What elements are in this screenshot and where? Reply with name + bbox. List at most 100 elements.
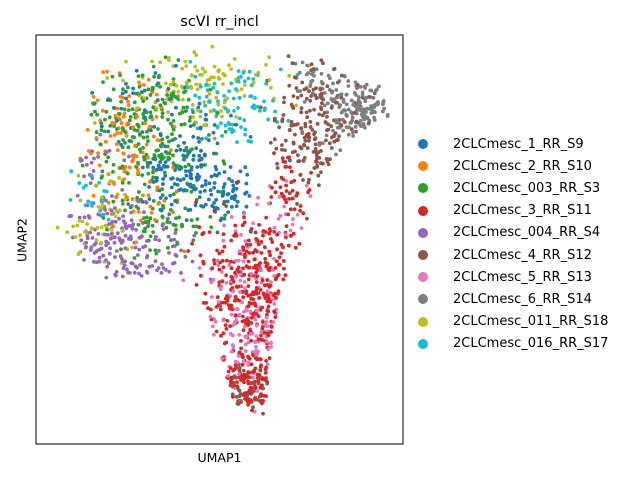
scatter-point: [229, 312, 234, 317]
scatter-point: [244, 307, 249, 311]
scatter-point: [247, 194, 252, 198]
scatter-point: [106, 261, 111, 266]
scatter-point: [115, 118, 119, 123]
scatter-point: [284, 189, 289, 193]
scatter-point: [89, 160, 94, 165]
scatter-point: [121, 259, 125, 264]
scatter-point: [230, 343, 235, 347]
scatter-point: [207, 92, 212, 96]
scatter-point: [146, 77, 151, 82]
scatter-point: [256, 291, 261, 295]
scatter-point: [266, 333, 271, 338]
scatter-point: [161, 227, 166, 232]
scatter-point: [145, 164, 150, 169]
scatter-point: [272, 302, 277, 306]
scatter-point: [262, 293, 266, 297]
scatter-point: [336, 138, 340, 142]
scatter-point: [341, 128, 345, 133]
scatter-point: [140, 130, 145, 135]
scatter-point: [162, 100, 167, 105]
scatter-point: [216, 263, 221, 268]
scatter-point: [296, 122, 300, 126]
scatter-point: [352, 111, 357, 115]
scatter-point: [141, 111, 146, 116]
scatter-point: [140, 234, 144, 239]
scatter-point: [124, 81, 128, 86]
scatter-point: [102, 129, 107, 134]
scatter-point: [304, 183, 309, 188]
scatter-point: [258, 108, 262, 113]
scatter-point: [203, 69, 208, 74]
scatter-point: [243, 342, 248, 347]
scatter-point: [180, 66, 185, 71]
scatter-point: [192, 233, 197, 238]
scatter-point: [270, 185, 274, 190]
scatter-point: [298, 173, 303, 177]
scatter-point: [237, 312, 242, 317]
scatter-point: [178, 178, 183, 183]
scatter-point: [137, 190, 141, 194]
scatter-point: [260, 320, 265, 324]
scatter-point: [203, 202, 208, 207]
scatter-point: [248, 242, 253, 247]
scatter-point: [319, 58, 324, 63]
scatter-point: [236, 69, 241, 73]
scatter-point: [233, 294, 238, 299]
scatter-point: [99, 128, 104, 133]
scatter-point: [319, 71, 324, 76]
scatter-point: [246, 284, 251, 288]
scatter-point: [281, 259, 286, 263]
scatter-point: [361, 108, 366, 112]
scatter-point: [200, 137, 204, 141]
scatter-point: [265, 283, 270, 287]
scatter-point: [246, 259, 251, 264]
scatter-point: [119, 106, 124, 111]
scatter-point: [103, 207, 107, 212]
scatter-point: [123, 208, 127, 213]
scatter-point: [127, 181, 131, 185]
scatter-point: [181, 188, 186, 193]
scatter-point: [241, 328, 246, 333]
scatter-point: [143, 226, 147, 231]
scatter-point: [286, 212, 291, 217]
scatter-point: [160, 223, 165, 228]
scatter-point: [106, 200, 111, 205]
scatter-point: [221, 318, 226, 323]
scatter-point: [235, 307, 240, 311]
scatter-point: [164, 81, 168, 86]
scatter-point: [174, 216, 179, 221]
scatter-point: [85, 236, 90, 241]
scatter-point: [230, 179, 235, 184]
scatter-point: [292, 207, 297, 212]
scatter-point: [229, 81, 234, 86]
scatter-point: [157, 248, 161, 253]
scatter-point: [199, 148, 203, 153]
scatter-point: [124, 59, 128, 64]
scatter-point: [299, 226, 304, 231]
scatter-point: [273, 109, 277, 114]
scatter-point: [234, 204, 239, 209]
scatter-point: [111, 199, 116, 204]
scatter-point: [209, 109, 214, 113]
scatter-point: [126, 202, 131, 207]
scatter-point: [96, 204, 101, 209]
scatter-point: [130, 245, 135, 250]
scatter-point: [287, 197, 291, 201]
scatter-point: [223, 73, 228, 78]
scatter-point: [82, 258, 86, 262]
scatter-point: [211, 277, 216, 282]
scatter-point: [237, 350, 242, 355]
scatter-point: [158, 103, 163, 108]
scatter-point: [125, 121, 130, 126]
scatter-point: [134, 68, 139, 73]
scatter-point: [153, 259, 158, 263]
scatter-point: [263, 106, 267, 111]
scatter-point: [290, 222, 295, 227]
scatter-point: [84, 183, 88, 188]
scatter-point: [198, 253, 203, 258]
scatter-point: [142, 108, 147, 113]
scatter-point: [264, 62, 268, 67]
scatter-point: [241, 359, 246, 364]
scatter-point: [163, 55, 168, 60]
scatter-point: [77, 219, 82, 223]
